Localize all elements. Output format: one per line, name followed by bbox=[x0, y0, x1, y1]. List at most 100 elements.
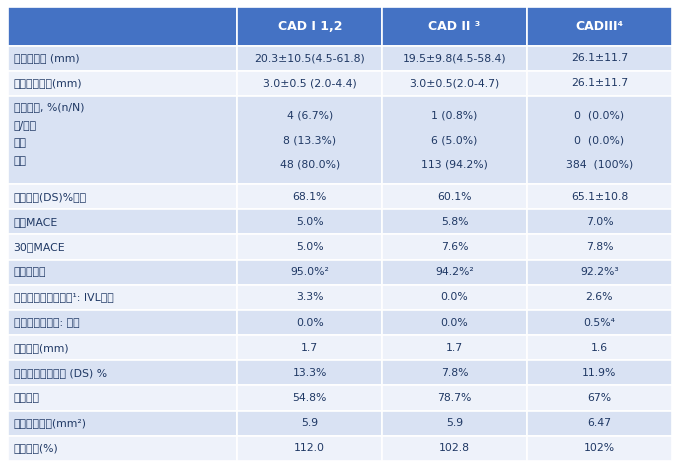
Text: 支架扩张(%): 支架扩张(%) bbox=[14, 443, 58, 453]
Text: 3.0±0.5(2.0-4.7): 3.0±0.5(2.0-4.7) bbox=[409, 78, 500, 88]
Text: 5.9: 5.9 bbox=[446, 418, 463, 428]
Bar bbox=[382, 184, 527, 209]
Bar bbox=[527, 7, 672, 45]
Bar bbox=[382, 71, 527, 96]
Text: 0.0%: 0.0% bbox=[441, 317, 469, 328]
Text: 0  (0.0%): 0 (0.0%) bbox=[575, 110, 624, 120]
Text: 参考血管直径(mm): 参考血管直径(mm) bbox=[14, 78, 82, 88]
Bar bbox=[8, 234, 237, 260]
Text: 钓化等级, %(n/N): 钓化等级, %(n/N) bbox=[14, 102, 84, 111]
Text: 78.7%: 78.7% bbox=[437, 393, 472, 403]
Text: CAD II ³: CAD II ³ bbox=[428, 20, 481, 33]
Bar bbox=[8, 310, 237, 335]
Text: 5.9: 5.9 bbox=[301, 418, 318, 428]
Text: 95.0%²: 95.0%² bbox=[290, 267, 329, 277]
Text: 3.0±0.5 (2.0-4.4): 3.0±0.5 (2.0-4.4) bbox=[263, 78, 356, 88]
Bar bbox=[527, 71, 672, 96]
Bar bbox=[8, 45, 237, 71]
Bar bbox=[237, 209, 382, 234]
Bar bbox=[237, 386, 382, 410]
Bar bbox=[527, 209, 672, 234]
Bar bbox=[527, 260, 672, 285]
Text: 54.8%: 54.8% bbox=[292, 393, 327, 403]
Text: 92.2%³: 92.2%³ bbox=[580, 267, 619, 277]
Text: 0  (0.0%): 0 (0.0%) bbox=[575, 135, 624, 145]
Text: 113 (94.2%): 113 (94.2%) bbox=[421, 160, 488, 170]
Text: 7.8%: 7.8% bbox=[441, 368, 469, 378]
Text: 重度: 重度 bbox=[14, 156, 27, 166]
Text: 最小支架面积(mm²): 最小支架面积(mm²) bbox=[14, 418, 86, 428]
Bar bbox=[8, 335, 237, 360]
Text: 94.2%²: 94.2%² bbox=[435, 267, 474, 277]
Text: 112.0: 112.0 bbox=[294, 443, 325, 453]
Bar bbox=[382, 360, 527, 386]
Text: 4 (6.7%): 4 (6.7%) bbox=[287, 110, 333, 120]
Text: 102%: 102% bbox=[584, 443, 615, 453]
Text: 7.6%: 7.6% bbox=[441, 242, 469, 252]
Bar bbox=[382, 96, 527, 184]
Text: 19.5±9.8(4.5-58.4): 19.5±9.8(4.5-58.4) bbox=[403, 53, 507, 63]
Bar bbox=[527, 234, 672, 260]
Bar bbox=[237, 410, 382, 436]
Text: 1.7: 1.7 bbox=[301, 343, 318, 353]
Bar bbox=[8, 285, 237, 310]
Bar bbox=[8, 360, 237, 386]
Text: 2.6%: 2.6% bbox=[585, 292, 613, 302]
Bar bbox=[8, 71, 237, 96]
Text: 26.1±11.7: 26.1±11.7 bbox=[571, 53, 628, 63]
Bar bbox=[527, 184, 672, 209]
Text: 中度: 中度 bbox=[14, 138, 27, 147]
Bar bbox=[382, 410, 527, 436]
Text: 1.6: 1.6 bbox=[591, 343, 608, 353]
Bar bbox=[527, 360, 672, 386]
Text: 3.3%: 3.3% bbox=[296, 292, 324, 302]
Bar bbox=[527, 386, 672, 410]
Bar bbox=[382, 7, 527, 45]
Text: 院内MACE: 院内MACE bbox=[14, 217, 58, 227]
Text: 48 (80.0%): 48 (80.0%) bbox=[279, 160, 340, 170]
Text: 6.47: 6.47 bbox=[588, 418, 611, 428]
Bar bbox=[382, 45, 527, 71]
Text: 8 (13.3%): 8 (13.3%) bbox=[283, 135, 337, 145]
Bar bbox=[237, 96, 382, 184]
Text: 即刻获得(mm): 即刻获得(mm) bbox=[14, 343, 69, 353]
Bar bbox=[382, 436, 527, 461]
Bar bbox=[237, 234, 382, 260]
Bar bbox=[382, 386, 527, 410]
Bar bbox=[237, 184, 382, 209]
Bar bbox=[237, 436, 382, 461]
Text: 手术成功率: 手术成功率 bbox=[14, 267, 46, 277]
Text: CADIII⁴: CADIII⁴ bbox=[575, 20, 624, 33]
Bar bbox=[237, 71, 382, 96]
Bar bbox=[8, 209, 237, 234]
Text: 0.0%: 0.0% bbox=[296, 317, 324, 328]
Bar bbox=[527, 335, 672, 360]
Text: 钓质破碎: 钓质破碎 bbox=[14, 393, 39, 403]
Bar bbox=[8, 184, 237, 209]
Text: 67%: 67% bbox=[588, 393, 611, 403]
Text: 严重血管造影并发症¹: IVL术后: 严重血管造影并发症¹: IVL术后 bbox=[14, 292, 114, 302]
Text: 0.5%⁴: 0.5%⁴ bbox=[583, 317, 615, 328]
Text: 13.3%: 13.3% bbox=[292, 368, 327, 378]
Bar bbox=[8, 436, 237, 461]
Bar bbox=[237, 335, 382, 360]
Bar bbox=[382, 285, 527, 310]
Text: 5.8%: 5.8% bbox=[441, 217, 469, 227]
Bar bbox=[382, 209, 527, 234]
Bar bbox=[237, 285, 382, 310]
Text: 26.1±11.7: 26.1±11.7 bbox=[571, 78, 628, 88]
Bar bbox=[237, 7, 382, 45]
Text: 最终直径残余狭窄 (DS) %: 最终直径残余狭窄 (DS) % bbox=[14, 368, 107, 378]
Text: 直径狭窄(DS)%基线: 直径狭窄(DS)%基线 bbox=[14, 192, 87, 202]
Text: 65.1±10.8: 65.1±10.8 bbox=[571, 192, 628, 202]
Text: 68.1%: 68.1% bbox=[292, 192, 327, 202]
Text: 1.7: 1.7 bbox=[446, 343, 463, 353]
Bar bbox=[237, 310, 382, 335]
Bar bbox=[382, 260, 527, 285]
Bar bbox=[8, 96, 237, 184]
Text: 1 (0.8%): 1 (0.8%) bbox=[431, 110, 478, 120]
Text: 20.3±10.5(4.5-61.8): 20.3±10.5(4.5-61.8) bbox=[254, 53, 365, 63]
Bar bbox=[382, 335, 527, 360]
Bar bbox=[237, 360, 382, 386]
Text: 7.0%: 7.0% bbox=[585, 217, 613, 227]
